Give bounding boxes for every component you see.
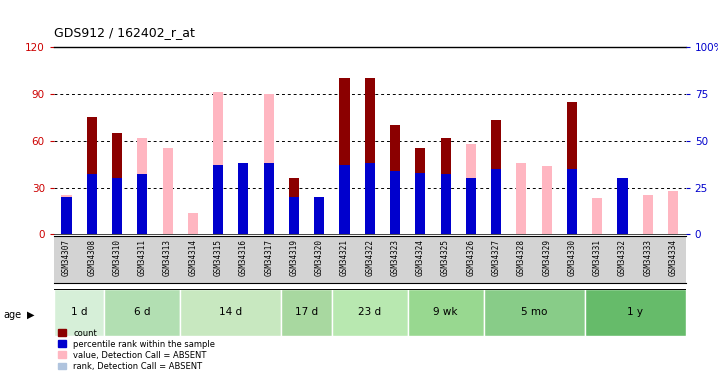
Text: GSM34321: GSM34321 bbox=[340, 238, 349, 276]
Bar bbox=[340, 78, 350, 234]
Bar bbox=[592, 198, 602, 234]
Bar bbox=[541, 166, 551, 234]
Bar bbox=[491, 120, 501, 234]
Text: GSM34329: GSM34329 bbox=[542, 238, 551, 276]
Bar bbox=[415, 148, 425, 234]
Bar bbox=[390, 125, 400, 234]
Bar bbox=[567, 169, 577, 234]
Text: GSM34324: GSM34324 bbox=[416, 238, 425, 276]
Bar bbox=[264, 94, 274, 234]
Bar bbox=[441, 174, 451, 234]
Bar bbox=[491, 169, 501, 234]
Text: GSM34311: GSM34311 bbox=[138, 238, 146, 276]
Bar bbox=[584, 289, 686, 336]
Bar bbox=[62, 195, 72, 234]
Bar bbox=[617, 188, 628, 234]
Text: GSM34333: GSM34333 bbox=[643, 238, 652, 276]
Bar bbox=[87, 117, 97, 234]
Bar bbox=[289, 178, 299, 234]
Bar bbox=[340, 165, 350, 234]
Bar bbox=[408, 289, 483, 336]
Text: 23 d: 23 d bbox=[358, 307, 381, 317]
Bar bbox=[238, 163, 248, 234]
Bar bbox=[643, 195, 653, 234]
Bar bbox=[137, 138, 147, 234]
Text: GSM34314: GSM34314 bbox=[188, 238, 197, 276]
Text: GSM34334: GSM34334 bbox=[668, 238, 678, 276]
Text: GDS912 / 162402_r_at: GDS912 / 162402_r_at bbox=[54, 26, 195, 39]
Bar bbox=[466, 178, 476, 234]
Bar bbox=[112, 133, 122, 234]
Bar bbox=[281, 289, 332, 336]
Bar bbox=[289, 197, 299, 234]
Bar bbox=[112, 178, 122, 234]
Bar bbox=[213, 165, 223, 234]
Text: 17 d: 17 d bbox=[295, 307, 318, 317]
Bar bbox=[617, 178, 628, 234]
Text: age: age bbox=[4, 309, 22, 320]
Text: GSM34330: GSM34330 bbox=[567, 238, 577, 276]
Bar bbox=[516, 162, 526, 234]
Bar bbox=[104, 289, 180, 336]
Text: GSM34326: GSM34326 bbox=[467, 238, 475, 276]
Text: GSM34308: GSM34308 bbox=[88, 238, 96, 276]
Legend: count, percentile rank within the sample, value, Detection Call = ABSENT, rank, : count, percentile rank within the sample… bbox=[58, 328, 215, 371]
Text: GSM34310: GSM34310 bbox=[113, 238, 121, 276]
Bar bbox=[162, 148, 172, 234]
Bar bbox=[180, 289, 281, 336]
Text: GSM34307: GSM34307 bbox=[62, 238, 71, 276]
Text: GSM34313: GSM34313 bbox=[163, 238, 172, 276]
Text: GSM34332: GSM34332 bbox=[618, 238, 627, 276]
Bar bbox=[365, 163, 375, 234]
Bar bbox=[466, 178, 476, 234]
Bar bbox=[54, 289, 104, 336]
Text: GSM34322: GSM34322 bbox=[365, 238, 374, 276]
Text: GSM34320: GSM34320 bbox=[314, 238, 324, 276]
Text: ▶: ▶ bbox=[27, 309, 34, 320]
Bar bbox=[483, 289, 584, 336]
Bar bbox=[466, 144, 476, 234]
Bar bbox=[332, 289, 408, 336]
Bar bbox=[668, 190, 678, 234]
Text: GSM34325: GSM34325 bbox=[441, 238, 450, 276]
Bar bbox=[314, 197, 325, 234]
Bar bbox=[567, 102, 577, 234]
Text: GSM34331: GSM34331 bbox=[593, 238, 602, 276]
Text: GSM34328: GSM34328 bbox=[517, 238, 526, 276]
Bar bbox=[365, 78, 375, 234]
Bar bbox=[213, 92, 223, 234]
Text: 5 mo: 5 mo bbox=[521, 307, 547, 317]
Text: GSM34317: GSM34317 bbox=[264, 238, 273, 276]
Bar bbox=[390, 171, 400, 234]
Text: GSM34315: GSM34315 bbox=[214, 238, 223, 276]
Text: GSM34316: GSM34316 bbox=[239, 238, 248, 276]
Bar bbox=[62, 197, 72, 234]
Bar bbox=[137, 174, 147, 234]
Bar bbox=[213, 165, 223, 234]
Text: GSM34319: GSM34319 bbox=[289, 238, 299, 276]
Text: 1 d: 1 d bbox=[71, 307, 88, 317]
Bar bbox=[62, 197, 72, 234]
Text: 6 d: 6 d bbox=[134, 307, 151, 317]
Text: 1 y: 1 y bbox=[627, 307, 643, 317]
Bar bbox=[441, 138, 451, 234]
Bar bbox=[87, 174, 97, 234]
Bar bbox=[415, 172, 425, 234]
Text: 9 wk: 9 wk bbox=[434, 307, 458, 317]
Text: GSM34327: GSM34327 bbox=[492, 238, 500, 276]
Bar bbox=[264, 163, 274, 234]
Bar bbox=[137, 174, 147, 234]
Bar bbox=[264, 163, 274, 234]
Text: GSM34323: GSM34323 bbox=[391, 238, 399, 276]
Bar bbox=[188, 213, 198, 234]
Text: 14 d: 14 d bbox=[219, 307, 243, 317]
